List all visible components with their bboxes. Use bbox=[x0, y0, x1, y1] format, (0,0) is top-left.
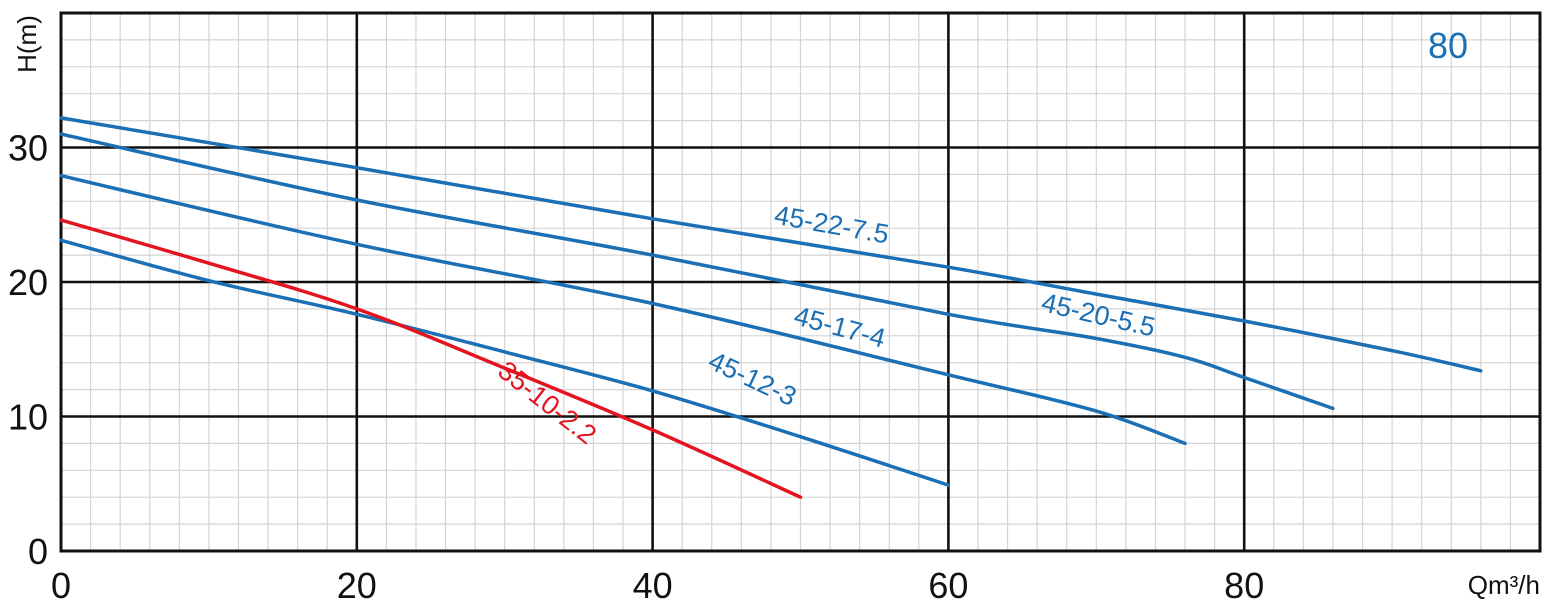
y-tick-label: 30 bbox=[8, 128, 48, 169]
series-line-35-10-2.2 bbox=[59, 218, 803, 499]
x-tick-label: 40 bbox=[633, 565, 673, 604]
x-tick-label: 0 bbox=[51, 565, 71, 604]
tick-labels: 0 20 40 60 80 0 10 20 30 bbox=[8, 128, 1264, 604]
series-line-45-22-7.5 bbox=[59, 116, 1483, 373]
y-axis-label: H(m) bbox=[12, 15, 42, 73]
series-line-45-12-3 bbox=[59, 238, 951, 487]
x-tick-label: 60 bbox=[928, 565, 968, 604]
major-grid bbox=[61, 13, 1540, 551]
series-label-45-12-3: 45-12-3 bbox=[704, 345, 801, 412]
x-axis-label: Qm³/h bbox=[1468, 570, 1540, 600]
y-tick-label: 20 bbox=[8, 262, 48, 303]
x-tick-label: 80 bbox=[1224, 565, 1264, 604]
plot-frame bbox=[59, 11, 1542, 553]
series-line-45-17-4 bbox=[59, 173, 1187, 446]
chart-corner-label: 80 bbox=[1428, 25, 1468, 66]
series-line-45-20-5.5 bbox=[59, 132, 1335, 411]
y-tick-label: 10 bbox=[8, 397, 48, 438]
y-tick-label: 0 bbox=[28, 531, 48, 572]
x-tick-label: 20 bbox=[337, 565, 377, 604]
